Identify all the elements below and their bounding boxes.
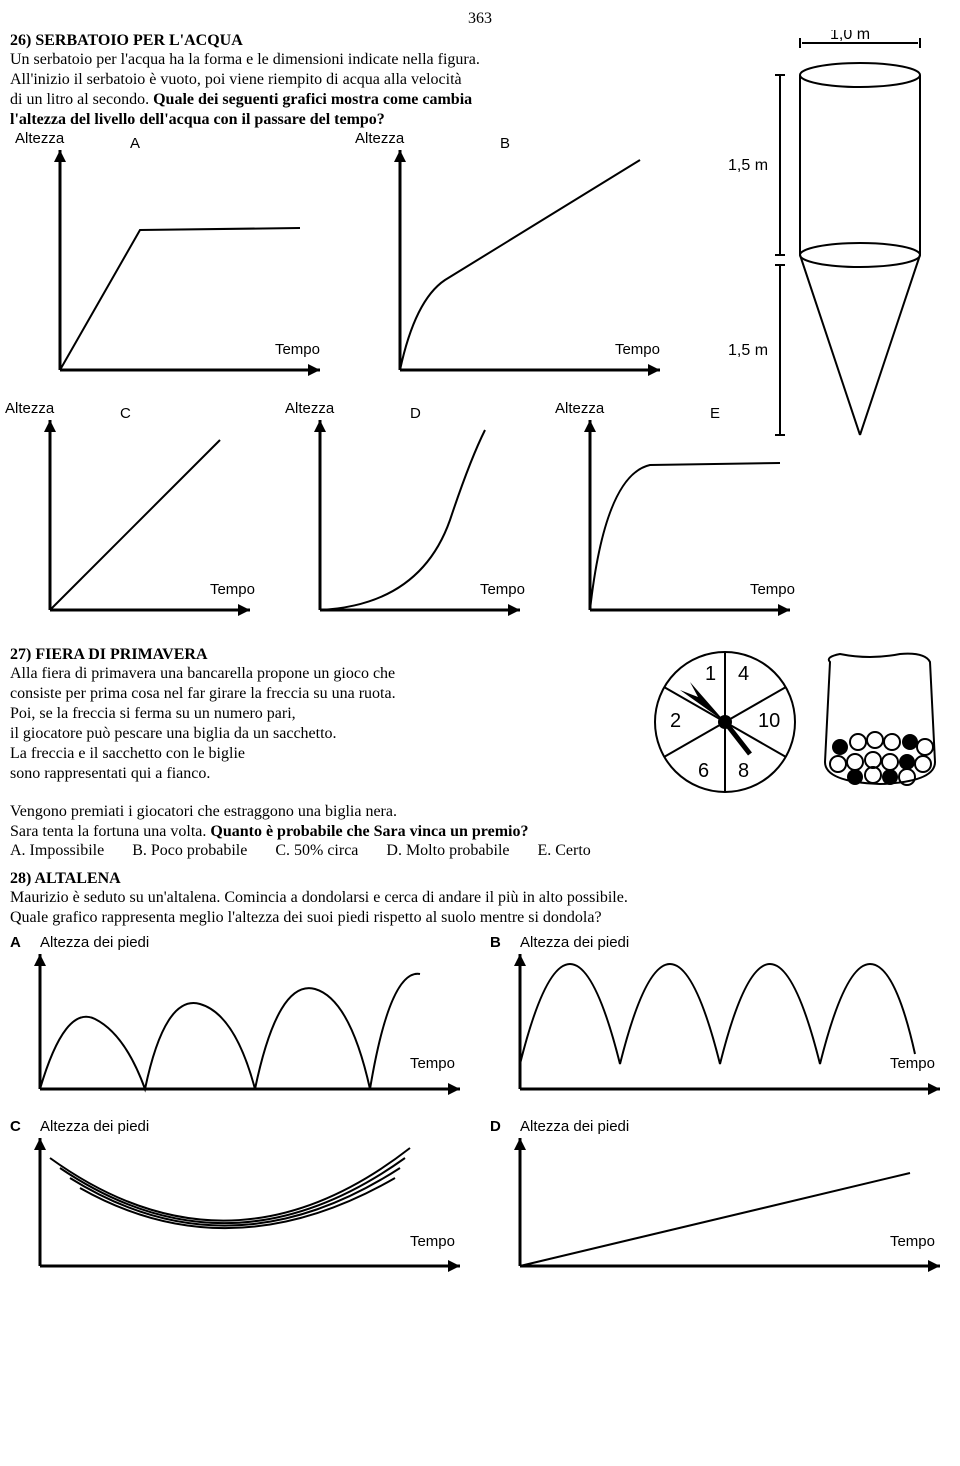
q28-D-label: D [490, 1118, 501, 1135]
svg-text:2: 2 [670, 710, 681, 732]
svg-text:1,5 m: 1,5 m [728, 342, 768, 359]
q26-p1: Un serbatoio per l'acqua ha la forma e l… [10, 50, 710, 70]
q26-title: 26) SERBATOIO PER L'ACQUA [10, 32, 710, 50]
q26-p5: l'altezza del livello dell'acqua con il … [10, 110, 710, 130]
q28-graph-B: B Altezza dei piedi Tempo [490, 934, 950, 1104]
q27-p4: il giocatore può pescare una biglia da u… [10, 724, 640, 744]
q27-opt-A: A. Impossibile [10, 842, 104, 859]
q28-D-xlabel: Tempo [890, 1233, 935, 1250]
q26-graph-B: Altezza B Tempo [350, 130, 670, 390]
q26-A-label: A [130, 135, 140, 152]
q26-D-label: D [410, 405, 421, 422]
q27-p8-line: Sara tenta la fortuna una volta. Quanto … [10, 822, 950, 842]
q28-D-ylabel: Altezza dei piedi [520, 1118, 629, 1135]
q28-A-label: A [10, 934, 21, 951]
q26-graph-D: Altezza D Tempo [280, 400, 530, 630]
q27-wheel-svg: 1 4 2 10 6 8 [640, 642, 810, 802]
q26-D-xlabel: Tempo [480, 581, 525, 598]
svg-text:1,5 m: 1,5 m [728, 157, 768, 174]
q26-E-xlabel: Tempo [750, 581, 795, 598]
q26-C-xlabel: Tempo [210, 581, 255, 598]
q26-E-ylabel: Altezza [555, 400, 604, 417]
q27-opt-D: D. Molto probabile [386, 842, 509, 859]
q27-p5: La freccia e il sacchetto con le biglie [10, 744, 640, 764]
q26-p4: Quale dei seguenti grafici mostra come c… [153, 91, 472, 108]
q27-options: A. Impossibile B. Poco probabile C. 50% … [10, 842, 950, 860]
q27-opt-B: B. Poco probabile [132, 842, 247, 859]
q27-wheel: 1 4 2 10 6 8 [640, 642, 810, 802]
svg-text:10: 10 [758, 710, 780, 732]
q28-B-label: B [490, 934, 501, 951]
q26-A-xlabel: Tempo [275, 341, 320, 358]
q27-bag [810, 642, 950, 802]
q27-p8a: Sara tenta la fortuna una volta. [10, 823, 210, 840]
q28-C-svg [10, 1118, 470, 1278]
q27-opt-E: E. Certo [537, 842, 590, 859]
svg-text:6: 6 [698, 760, 709, 782]
q26-C-label: C [120, 405, 131, 422]
q28-C-xlabel: Tempo [410, 1233, 455, 1250]
q27-p1: Alla fiera di primavera una bancarella p… [10, 664, 640, 684]
svg-text:1,0 m: 1,0 m [830, 30, 870, 43]
svg-text:8: 8 [738, 760, 749, 782]
q28-graph-D: D Altezza dei piedi Tempo [490, 1118, 950, 1278]
q28-D-svg [490, 1118, 950, 1278]
q27-p2: consiste per prima cosa nel far girare l… [10, 684, 640, 704]
q26-p3-line: di un litro al secondo. Quale dei seguen… [10, 90, 710, 110]
q28-A-ylabel: Altezza dei piedi [40, 934, 149, 951]
svg-text:1: 1 [705, 663, 716, 685]
q26-C-ylabel: Altezza [5, 400, 54, 417]
q28-graph-A: A Altezza dei piedi Tempo [10, 934, 470, 1104]
q28-B-xlabel: Tempo [890, 1055, 935, 1072]
q26-B-ylabel: Altezza [355, 130, 404, 147]
q26-D-ylabel: Altezza [285, 400, 334, 417]
svg-text:4: 4 [738, 663, 749, 685]
q26-graph-A: Altezza A Tempo [10, 130, 330, 390]
q26-B-label: B [500, 135, 510, 152]
q28-B-ylabel: Altezza dei piedi [520, 934, 629, 951]
q26-p3: di un litro al secondo. [10, 91, 153, 108]
q27-bag-svg [810, 642, 950, 802]
q28-A-svg [10, 934, 470, 1104]
q26-E-label: E [710, 405, 720, 422]
q28-title: 28) ALTALENA [10, 870, 950, 888]
q26-B-xlabel: Tempo [615, 341, 660, 358]
q27-p7: Vengono premiati i giocatori che estragg… [10, 802, 950, 822]
q27-p3: Poi, se la freccia si ferma su un numero… [10, 704, 640, 724]
q28-C-label: C [10, 1118, 21, 1135]
page-number: 363 [10, 10, 950, 28]
q26-tank: 1,0 m 1,5 m 1,5 m [720, 30, 940, 450]
q26-graph-C: Altezza C Tempo [10, 400, 260, 630]
q27-p8b: Quanto è probabile che Sara vinca un pre… [210, 823, 528, 840]
q26-p2: All'inizio il serbatoio è vuoto, poi vie… [10, 70, 710, 90]
q28-C-ylabel: Altezza dei piedi [40, 1118, 149, 1135]
q27-p6: sono rappresentati qui a fianco. [10, 764, 640, 784]
q28-p1: Maurizio è seduto su un'altalena. Cominc… [10, 888, 950, 908]
q26-tank-svg: 1,0 m 1,5 m 1,5 m [720, 30, 940, 450]
q27-title: 27) FIERA DI PRIMAVERA [10, 646, 640, 664]
q27-opt-C: C. 50% circa [275, 842, 358, 859]
q28-p2: Quale grafico rappresenta meglio l'altez… [10, 908, 950, 928]
q28-graph-C: C Altezza dei piedi Tempo [10, 1118, 470, 1278]
q28-A-xlabel: Tempo [410, 1055, 455, 1072]
q28-B-svg [490, 934, 950, 1104]
q26-A-ylabel: Altezza [15, 130, 64, 147]
